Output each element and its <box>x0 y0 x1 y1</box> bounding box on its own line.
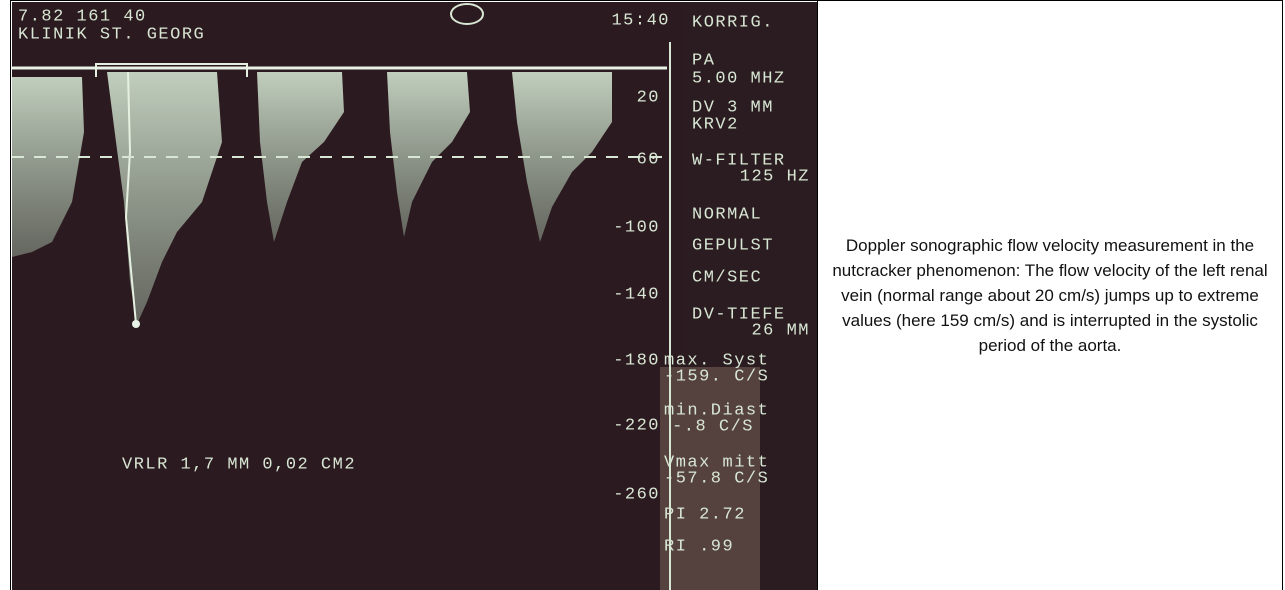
measurement-text: PI 2.72 <box>664 505 746 524</box>
setting-label: NORMAL <box>692 205 762 224</box>
setting-label: PA <box>692 51 715 70</box>
cell-divider <box>817 0 818 590</box>
cursor <box>132 320 140 328</box>
scale-label: 20 <box>637 88 660 107</box>
caption-cell: Doppler sonographic flow velocity measur… <box>825 0 1275 590</box>
measurement-text: -159. C/S <box>664 367 769 386</box>
setting-label: CM/SEC <box>692 268 762 287</box>
scale-label: -100 <box>613 218 660 237</box>
time: 15:40 <box>611 11 670 30</box>
scale-label: -220 <box>613 416 660 435</box>
scale-label: -140 <box>613 285 660 304</box>
setting-label: 125 HZ <box>740 167 810 186</box>
measurement-text: -.8 C/S <box>672 417 754 436</box>
scale-label: -180 <box>613 351 660 370</box>
setting-label: 5.00 MHZ <box>692 69 786 88</box>
scale-label: -260 <box>613 485 660 504</box>
setting-label: GEPULST <box>692 236 774 255</box>
header-text: KLINIK ST. GEORG <box>18 25 205 44</box>
annotation: VRLR 1,7 MM 0,02 CM2 <box>122 455 356 474</box>
measurement-text: -57.8 C/S <box>664 469 769 488</box>
scale-label: 60 <box>637 150 660 169</box>
ultrasound-image: 7.82 161 40 KLINIK ST. GEORG 15:40 VRLR … <box>12 2 817 590</box>
page: 7.82 161 40 KLINIK ST. GEORG 15:40 VRLR … <box>0 0 1285 590</box>
caption: Doppler sonographic flow velocity measur… <box>830 233 1270 358</box>
measurement-text: RI .99 <box>664 537 734 556</box>
setting-label: KRV2 <box>692 115 739 134</box>
setting-label: 26 MM <box>751 321 810 340</box>
header-text: 7.82 161 40 <box>18 7 147 26</box>
setting-label: KORRIG. <box>692 13 774 32</box>
